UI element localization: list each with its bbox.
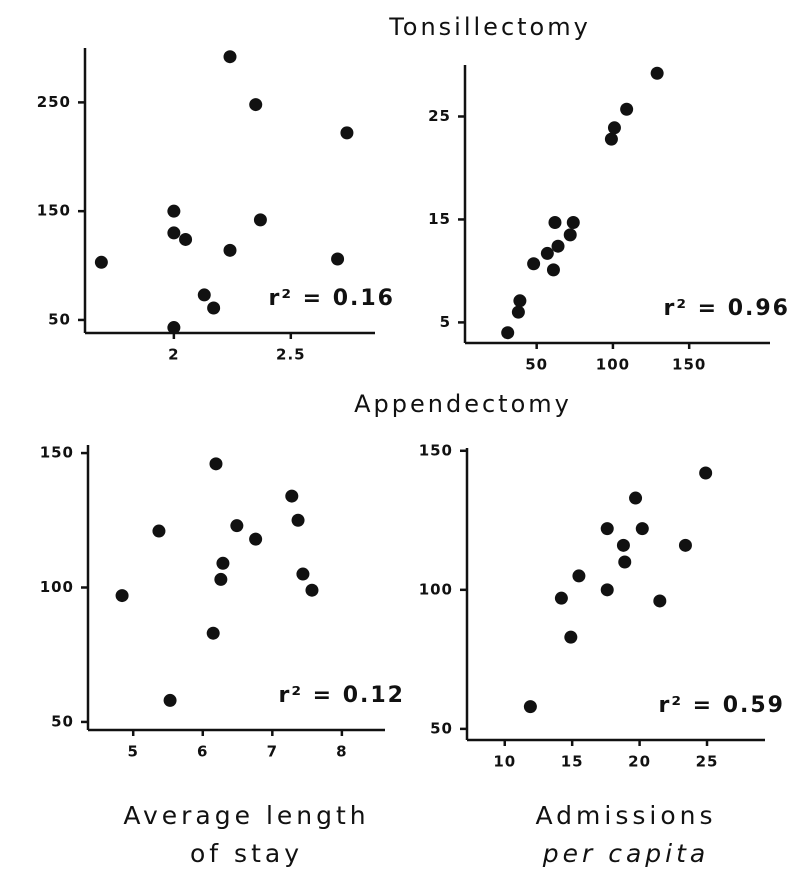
point (546, 263, 560, 277)
point (513, 294, 527, 308)
point (285, 489, 299, 503)
y-tick-label: 5 (440, 313, 451, 331)
x-axis-label: per capita (542, 839, 709, 868)
x-tick-label: 25 (696, 753, 719, 771)
point (699, 466, 713, 480)
point (167, 204, 181, 218)
point (230, 519, 244, 533)
x-axis-label: of stay (190, 839, 303, 868)
x-tick-label: 100 (596, 356, 630, 374)
y-tick-label: 15 (428, 210, 451, 228)
y-tick-label: 25 (428, 107, 451, 125)
point (629, 491, 643, 505)
point (563, 228, 577, 242)
x-tick-label: 10 (493, 753, 516, 771)
x-axis-label: Admissions (536, 801, 717, 830)
point (179, 232, 193, 246)
point (600, 583, 614, 597)
point (501, 326, 515, 340)
point (94, 255, 108, 269)
point (566, 216, 580, 230)
point (209, 457, 223, 471)
point (163, 693, 177, 707)
section-heading: Appendectomy (354, 390, 572, 418)
x-axis-label: Average length (123, 801, 369, 830)
annotation: r² = 0.59 (658, 693, 785, 718)
point (223, 50, 237, 64)
point (216, 556, 230, 570)
x-tick-label: 5 (127, 743, 138, 761)
point (296, 567, 310, 581)
point (554, 591, 568, 605)
y-tick-label: 150 (419, 441, 453, 459)
x-tick-label: 20 (628, 753, 651, 771)
point (253, 213, 267, 227)
y-tick-label: 50 (48, 310, 71, 328)
y-tick-label: 50 (430, 719, 453, 737)
point (564, 630, 578, 644)
point (115, 589, 129, 603)
point (305, 583, 319, 597)
point (551, 239, 565, 253)
point (167, 321, 181, 335)
y-tick-label: 250 (37, 93, 71, 111)
point (207, 301, 221, 315)
point (572, 569, 586, 583)
point (511, 305, 525, 319)
point (340, 126, 354, 140)
x-tick-label: 2.5 (276, 346, 306, 364)
annotation: r² = 0.96 (663, 296, 790, 321)
x-tick-label: 150 (672, 356, 706, 374)
point (523, 700, 537, 714)
point (331, 252, 345, 266)
point (223, 243, 237, 257)
point (635, 522, 649, 536)
point (618, 555, 632, 569)
point (548, 216, 562, 230)
point (249, 532, 263, 546)
y-tick-label: 100 (40, 578, 74, 596)
point (604, 132, 618, 146)
y-tick-label: 100 (419, 580, 453, 598)
point (620, 102, 634, 116)
point (616, 538, 630, 552)
point (678, 538, 692, 552)
x-tick-label: 15 (561, 753, 584, 771)
point (249, 98, 263, 112)
point (607, 121, 621, 135)
x-tick-label: 8 (336, 743, 347, 761)
x-tick-label: 2 (168, 346, 179, 364)
x-tick-label: 6 (197, 743, 208, 761)
point (600, 522, 614, 536)
point (197, 288, 211, 302)
y-tick-label: 150 (37, 202, 71, 220)
point (214, 572, 228, 586)
x-tick-label: 50 (525, 356, 548, 374)
point (152, 524, 166, 538)
y-tick-label: 50 (51, 712, 74, 730)
point (167, 226, 181, 240)
x-tick-label: 7 (267, 743, 278, 761)
point (650, 66, 664, 80)
section-heading: Tonsillectomy (388, 13, 591, 41)
point (653, 594, 667, 608)
annotation: r² = 0.12 (278, 683, 405, 708)
point (291, 513, 305, 527)
y-tick-label: 150 (40, 444, 74, 462)
point (540, 246, 554, 260)
point (527, 257, 541, 271)
point (206, 626, 220, 640)
annotation: r² = 0.16 (268, 286, 395, 311)
